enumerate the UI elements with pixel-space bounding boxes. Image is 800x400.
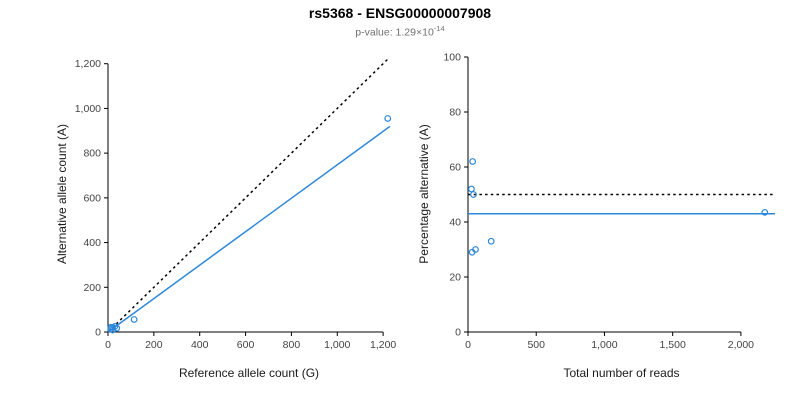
left-yaxis-title: Alternative allele count (A) bbox=[55, 123, 69, 265]
regression-line bbox=[107, 125, 391, 333]
y-tick-label: 600 bbox=[83, 192, 101, 204]
x-tick-label: 800 bbox=[283, 339, 301, 351]
y-tick-label: 1,000 bbox=[75, 103, 101, 115]
x-tick-label: 1,000 bbox=[324, 339, 350, 351]
data-point bbox=[113, 324, 121, 332]
right-scatter-plot: 0 500 1,000 1,500 2,000 0 20 40 60 80 100 bbox=[443, 52, 775, 351]
data-point bbox=[384, 115, 392, 122]
x-tick-label: 1,200 bbox=[370, 339, 396, 351]
left-xaxis-title: Reference allele count (G) bbox=[178, 366, 320, 380]
data-point bbox=[487, 237, 495, 245]
y-tick-label: 0 bbox=[455, 327, 461, 339]
right-yaxis-title: Percentage alternative (A) bbox=[417, 124, 431, 264]
data-point bbox=[470, 191, 477, 198]
data-point bbox=[111, 323, 119, 330]
x-tick-label: 500 bbox=[527, 339, 545, 351]
y-tick-label: 1,200 bbox=[75, 58, 101, 70]
figure-title: rs5368 - ENSG00000007908 bbox=[308, 5, 492, 21]
x-tick-label: 200 bbox=[145, 339, 163, 351]
data-point bbox=[109, 326, 117, 334]
pvalue-text: p-value: 1.29×10 bbox=[355, 26, 434, 39]
y-tick-label: 100 bbox=[443, 52, 461, 64]
x-tick-label: 1,500 bbox=[660, 339, 686, 351]
pvalue-subtitle: p-value: 1.29×10-14 bbox=[0, 24, 800, 39]
data-point bbox=[468, 185, 475, 193]
left-scatter-plot: 0 200 400 600 800 1,000 1,200 0 200 400 600 800 1,00… bbox=[75, 57, 396, 351]
right-xaxis-title: Total number of reads bbox=[563, 366, 680, 380]
y-tick-label: 40 bbox=[449, 217, 461, 229]
data-point bbox=[469, 158, 477, 165]
y-tick-label: 200 bbox=[83, 282, 101, 294]
pvalue-exponent: -14 bbox=[433, 24, 445, 33]
x-tick-label: 2,000 bbox=[728, 339, 754, 351]
x-tick-label: 600 bbox=[237, 339, 255, 351]
y-tick-label: 400 bbox=[83, 237, 101, 249]
data-point bbox=[130, 316, 138, 323]
x-tick-label: 400 bbox=[191, 339, 209, 351]
y-tick-label: 80 bbox=[449, 107, 461, 119]
x-tick-label: 1,000 bbox=[591, 339, 617, 351]
y-tick-label: 60 bbox=[449, 162, 461, 174]
x-tick-label: 0 bbox=[465, 339, 471, 351]
data-point bbox=[472, 246, 479, 253]
y-tick-label: 20 bbox=[449, 272, 461, 284]
data-point bbox=[761, 208, 769, 216]
identity-line bbox=[107, 57, 390, 333]
y-tick-label: 800 bbox=[83, 148, 101, 160]
x-tick-label: 0 bbox=[105, 339, 111, 351]
y-tick-label: 0 bbox=[95, 327, 101, 339]
